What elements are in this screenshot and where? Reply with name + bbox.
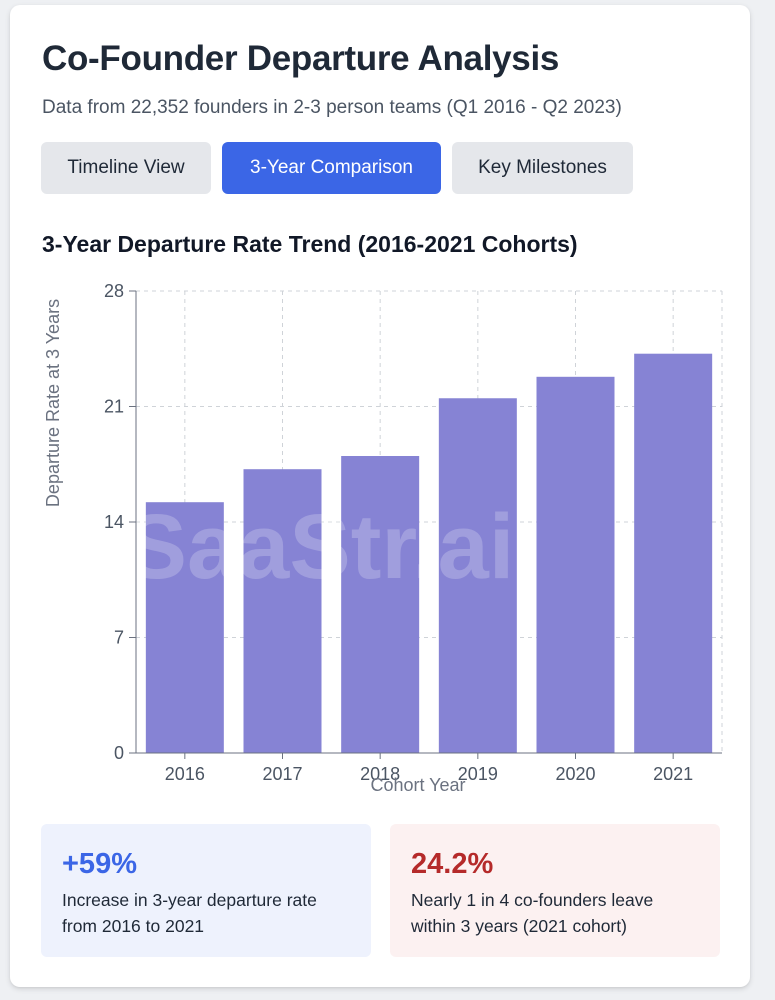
- y-tick-label: 7: [114, 628, 124, 648]
- y-tick-label: 0: [114, 743, 124, 763]
- stat-description: Nearly 1 in 4 co-founders leave within 3…: [411, 890, 654, 936]
- bar-2021: [634, 353, 713, 753]
- chart-title: 3-Year Departure Rate Trend (2016-2021 C…: [42, 231, 578, 257]
- bar-2020: [536, 376, 615, 753]
- page-title: Co-Founder Departure Analysis: [42, 39, 560, 78]
- analysis-card: Co-Founder Departure Analysis Data from …: [10, 5, 750, 987]
- stat-value: 24.2%: [411, 848, 494, 880]
- y-tick-label: 28: [104, 281, 124, 301]
- x-tick-label: 2019: [458, 764, 498, 784]
- x-tick-label: 2021: [653, 764, 693, 784]
- bar-2019: [438, 398, 517, 753]
- stat-card-increase: +59% Increase in 3-year departure rate f…: [41, 824, 371, 957]
- y-tick-label: 21: [104, 397, 124, 417]
- y-tick-label: 14: [104, 512, 124, 532]
- stat-card-rate: 24.2% Nearly 1 in 4 co-founders leave wi…: [390, 824, 720, 957]
- chart-bars: [145, 353, 713, 753]
- tab-3-year-comparison[interactable]: 3-Year Comparison: [222, 142, 441, 194]
- tab-timeline-view[interactable]: Timeline View: [41, 142, 211, 194]
- chart-axes: 0 7 14 21 28 2016 2017 2018 2019 2020 2021: [104, 281, 722, 784]
- bar-2016: [145, 502, 224, 753]
- bar-2018: [341, 456, 420, 753]
- x-axis-label: Cohort Year: [370, 775, 465, 795]
- page-subtitle: Data from 22,352 founders in 2-3 person …: [42, 97, 622, 118]
- watermark: SaaStr.ai: [126, 496, 515, 598]
- x-tick-label: 2017: [262, 764, 302, 784]
- tab-key-milestones[interactable]: Key Milestones: [452, 142, 633, 194]
- stat-value: +59%: [62, 848, 137, 880]
- y-axis-label: Departure Rate at 3 Years: [43, 299, 63, 507]
- x-tick-label: 2020: [555, 764, 595, 784]
- stat-description: Increase in 3-year departure rate from 2…: [62, 890, 317, 936]
- departure-rate-bar-chart: SaaStr.ai 0 7 14 21 28 2016 2017 2018 2019 2020 20…: [43, 281, 723, 795]
- x-tick-label: 2016: [165, 764, 205, 784]
- x-tick-label: 2018: [360, 764, 400, 784]
- bar-2017: [243, 469, 322, 753]
